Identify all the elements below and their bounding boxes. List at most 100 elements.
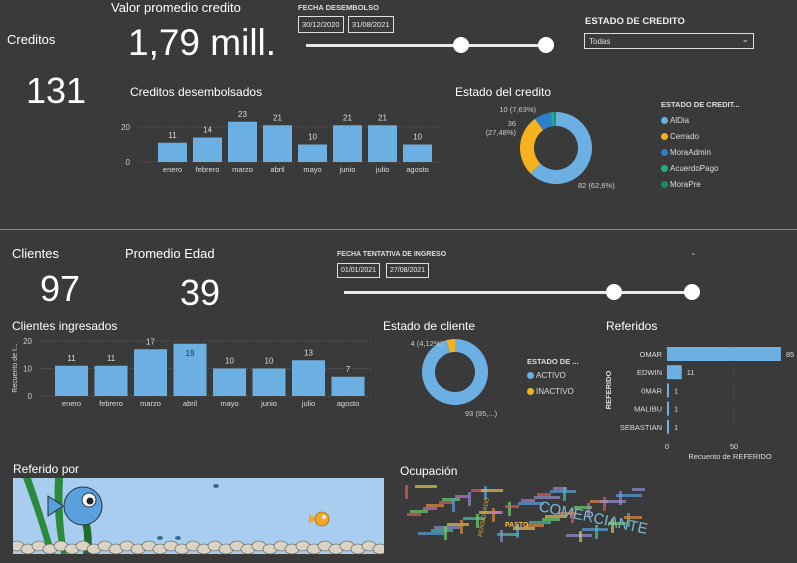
- y-tick-label: MALIBU: [634, 405, 662, 414]
- bar[interactable]: [667, 401, 669, 416]
- section-divider: [0, 229, 797, 230]
- bar[interactable]: [667, 365, 682, 380]
- x-tick-label: agosto: [406, 165, 429, 174]
- legend-label: MoraAdmin: [670, 147, 711, 157]
- orange-fish-icon: [309, 511, 330, 527]
- estado-credito-title: Estado del credito: [455, 85, 552, 99]
- bar: [134, 349, 167, 396]
- legend-label: AlDia: [670, 115, 690, 125]
- legend-item-aldia[interactable]: AlDia: [661, 112, 740, 128]
- bar: [252, 368, 286, 396]
- x-tick-label: mayo: [220, 399, 238, 408]
- wordcloud-word: [439, 501, 453, 504]
- legend-title: ESTADO DE CREDIT...: [661, 100, 740, 109]
- wordcloud-word: [415, 485, 437, 488]
- bar: [173, 343, 207, 396]
- wordcloud-word: [492, 508, 495, 522]
- donut-slice-inactivo[interactable]: [446, 339, 455, 353]
- data-label: 11: [67, 354, 76, 363]
- aquarium-illustration: [13, 478, 384, 554]
- seaweed: [73, 498, 92, 554]
- x-tick-label: julio: [375, 165, 389, 174]
- data-label: 10: [308, 133, 317, 142]
- x-tick-label: 50: [730, 442, 738, 451]
- estado-credito-filter-label: ESTADO DE CREDITO: [585, 16, 685, 27]
- chevron-down-icon[interactable]: ⌄: [690, 248, 697, 257]
- wordcloud-word: [513, 527, 535, 530]
- bar: [292, 360, 325, 396]
- wordcloud-word: [508, 502, 511, 516]
- pebble: [372, 543, 384, 554]
- wordcloud-word: [471, 489, 485, 492]
- fecha-ingreso-end[interactable]: 27/08/2021: [386, 263, 430, 278]
- donut-slice-activo[interactable]: [422, 339, 488, 406]
- bar[interactable]: [667, 347, 781, 361]
- bar[interactable]: [667, 383, 669, 398]
- bar: [228, 121, 257, 162]
- x-tick-label: mayo: [303, 165, 321, 174]
- fecha-desembolso-end[interactable]: 31/08/2021: [348, 16, 394, 33]
- fecha-ingreso-slider-track[interactable]: [344, 291, 694, 294]
- estado-credito-dropdown[interactable]: Todas ⌄: [584, 33, 754, 49]
- fecha-desembolso-slider-track[interactable]: [306, 44, 546, 47]
- donut-slice-moraadmin[interactable]: [534, 112, 553, 131]
- clientes-ingresados-title: Clientes ingresados: [12, 319, 118, 333]
- data-label: 4 (4,12%): [410, 339, 443, 348]
- data-label: 7: [346, 365, 351, 374]
- bar[interactable]: [667, 419, 669, 434]
- data-label: 21: [273, 113, 282, 122]
- legend-item-activo[interactable]: ACTIVO: [527, 367, 579, 383]
- x-tick-label: abril: [183, 399, 198, 408]
- estado-cliente-title: Estado de cliente: [383, 319, 476, 333]
- ocupacion-title: Ocupación: [400, 464, 458, 478]
- referido-por-title: Referido por: [13, 462, 80, 476]
- legend-item-inactivo[interactable]: INACTIVO: [527, 383, 579, 399]
- wordcloud-word: [526, 524, 544, 527]
- donut-slice-acuerdopago[interactable]: [550, 112, 555, 127]
- wordcloud-word: [476, 514, 479, 528]
- donut-slice-cerrado[interactable]: [520, 118, 544, 174]
- legend-item-acuerdopago[interactable]: AcuerdoPago: [661, 160, 740, 176]
- wordcloud-word: [460, 520, 463, 534]
- legend-item-morapre[interactable]: MoraPre: [661, 176, 740, 192]
- legend-dot: [661, 116, 668, 124]
- donut-slice-morapre[interactable]: [554, 112, 556, 127]
- legend-title: ESTADO DE ...: [527, 357, 579, 366]
- data-label: 36: [508, 119, 516, 128]
- wordcloud-word: [542, 518, 560, 521]
- data-label: 93 (95,...): [465, 409, 498, 418]
- wordcloud-word: [505, 505, 519, 508]
- bar: [213, 368, 246, 396]
- fecha-desembolso-start-handle[interactable]: [453, 37, 469, 53]
- legend-item-moraadmin[interactable]: MoraAdmin: [661, 144, 740, 160]
- wordcloud-word: [632, 488, 658, 491]
- donut-slice-aldia[interactable]: [530, 112, 592, 184]
- data-label: 23: [238, 110, 247, 119]
- creditos-value: 131: [26, 70, 87, 111]
- wordcloud-word: [489, 511, 503, 514]
- wordcloud-word: [608, 522, 626, 525]
- x-axis-title: Recuento de REFERIDO: [688, 452, 772, 461]
- y-tick-label: 0: [28, 392, 33, 401]
- fecha-desembolso-start[interactable]: 30/12/2020: [298, 16, 344, 33]
- y-axis-title: Recuento de I...: [12, 343, 19, 392]
- y-tick-label: 20: [23, 337, 32, 346]
- fecha-ingreso-end-handle[interactable]: [684, 284, 700, 300]
- fecha-ingreso-start-handle[interactable]: [606, 284, 622, 300]
- legend-dot: [661, 180, 668, 188]
- x-tick-label: febrero: [99, 399, 123, 408]
- fecha-desembolso-end-handle[interactable]: [538, 37, 554, 53]
- wordcloud-word: [426, 504, 444, 507]
- wordcloud-word: [600, 500, 626, 503]
- y-tick-label: SEBASTIAN: [620, 423, 662, 432]
- legend-item-cerrado[interactable]: Cerrado: [661, 128, 740, 144]
- fecha-ingreso-start[interactable]: 01/01/2021: [337, 263, 381, 278]
- data-label: 11: [687, 368, 695, 377]
- data-label: 13: [304, 348, 313, 357]
- legend-dot: [527, 387, 534, 395]
- legend-label: ACTIVO: [536, 370, 566, 380]
- legend-dot: [661, 148, 668, 156]
- data-label: 21: [343, 113, 352, 122]
- x-tick-label: junio: [260, 399, 277, 408]
- wordcloud-word: [590, 500, 608, 503]
